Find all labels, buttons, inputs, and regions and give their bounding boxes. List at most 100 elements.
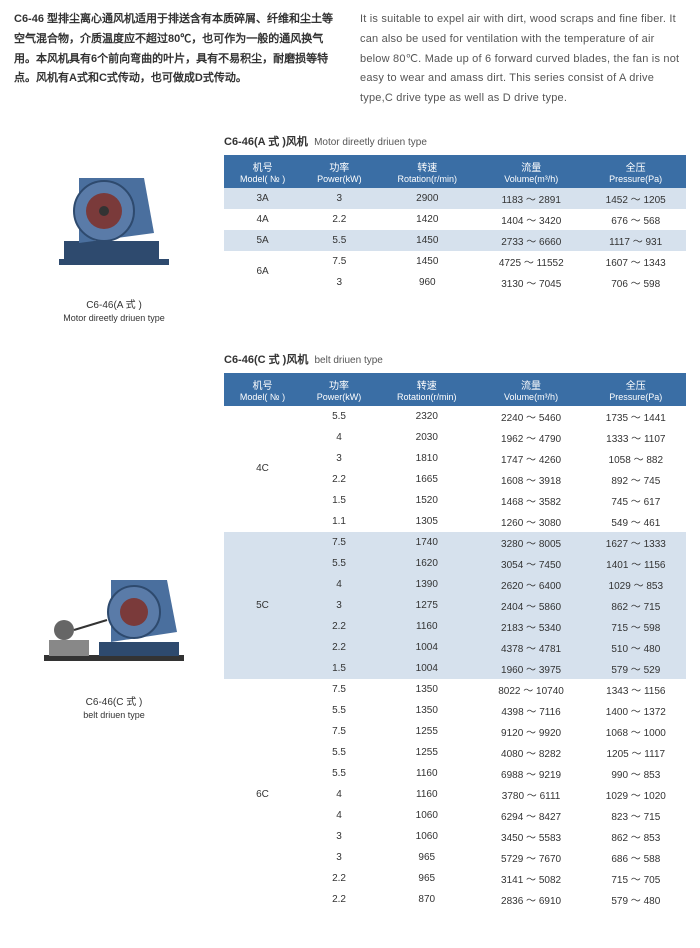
table-a-head: 机号Model( № ) 功率Power(kW) 转速Rotation(r/mi… bbox=[224, 155, 686, 188]
cell-power: 1.5 bbox=[301, 658, 377, 679]
cell-power: 3 bbox=[301, 272, 377, 293]
table-row: 4C5.523202240 ～ 54601735 ～ 1441 bbox=[224, 406, 686, 427]
image-c-title: C6-46(C 式 ) bbox=[14, 693, 214, 708]
cell-pres: 862 ～ 853 bbox=[586, 826, 686, 847]
cell-vol: 1468 ～ 3582 bbox=[477, 490, 586, 511]
cell-pres: 745 ～ 617 bbox=[586, 490, 686, 511]
cell-rot: 1740 bbox=[377, 532, 477, 553]
table-c-title-cn: C6-46(C 式 )风机 bbox=[224, 354, 308, 366]
cell-pres: 686 ～ 588 bbox=[586, 847, 686, 868]
cell-power: 4 bbox=[301, 574, 377, 595]
cell-power: 7.5 bbox=[301, 721, 377, 742]
cell-power: 2.2 bbox=[301, 209, 377, 230]
cell-pres: 1205 ～ 1117 bbox=[586, 742, 686, 763]
th-power: 功率Power(kW) bbox=[301, 373, 377, 406]
cell-pres: 1607 ～ 1343 bbox=[585, 251, 686, 272]
cell-rot: 1665 bbox=[377, 469, 477, 490]
cell-pres: 1735 ～ 1441 bbox=[586, 406, 686, 427]
table-c-title: C6-46(C 式 )风机 belt driuen type bbox=[224, 351, 686, 367]
table-a: 机号Model( № ) 功率Power(kW) 转速Rotation(r/mi… bbox=[224, 155, 686, 293]
cell-rot: 1620 bbox=[377, 553, 477, 574]
table-a-title-en: Motor direetly driuen type bbox=[314, 137, 427, 148]
cell-power: 3 bbox=[301, 826, 377, 847]
cell-rot: 1060 bbox=[377, 805, 477, 826]
cell-pres: 1029 ～ 1020 bbox=[586, 784, 686, 805]
cell-pres: 1401 ～ 1156 bbox=[586, 553, 686, 574]
cell-model: 5A bbox=[224, 230, 301, 251]
cell-vol: 2240 ～ 5460 bbox=[477, 406, 586, 427]
cell-power: 3 bbox=[301, 847, 377, 868]
cell-power: 2.2 bbox=[301, 616, 377, 637]
cell-vol: 1747 ～ 4260 bbox=[477, 448, 586, 469]
table-a-title: C6-46(A 式 )风机 Motor direetly driuen type bbox=[224, 133, 686, 149]
cell-rot: 1390 bbox=[377, 574, 477, 595]
cell-vol: 4378 ～ 4781 bbox=[477, 637, 586, 658]
table-row: 5A5.514502733 ～ 66601117 ～ 931 bbox=[224, 230, 686, 251]
cell-power: 1.1 bbox=[301, 511, 377, 532]
th-model: 机号Model( № ) bbox=[224, 155, 301, 188]
cell-pres: 510 ～ 480 bbox=[586, 637, 686, 658]
cell-model: 5C bbox=[224, 532, 301, 679]
cell-vol: 1608 ～ 3918 bbox=[477, 469, 586, 490]
cell-rot: 960 bbox=[377, 272, 477, 293]
cell-vol: 2733 ～ 6660 bbox=[477, 230, 585, 251]
th-model: 机号Model( № ) bbox=[224, 373, 301, 406]
cell-rot: 965 bbox=[377, 868, 477, 889]
cell-rot: 1004 bbox=[377, 637, 477, 658]
cell-pres: 1452 ～ 1205 bbox=[585, 188, 686, 209]
cell-vol: 1962 ～ 4790 bbox=[477, 427, 586, 448]
cell-rot: 1450 bbox=[377, 251, 477, 272]
cell-pres: 1627 ～ 1333 bbox=[586, 532, 686, 553]
cell-rot: 1420 bbox=[377, 209, 477, 230]
table-a-body: 3A329001183 ～ 28911452 ～ 12054A2.2142014… bbox=[224, 188, 686, 293]
cell-model: 6C bbox=[224, 679, 301, 910]
fan-c-icon bbox=[39, 570, 189, 680]
section-c: C6-46(C 式 ) belt driuen type C6-46(C 式 )… bbox=[14, 351, 686, 910]
table-c-body: 4C5.523202240 ～ 54601735 ～ 1441 4 20301962… bbox=[224, 406, 686, 910]
cell-rot: 1255 bbox=[377, 721, 477, 742]
cell-pres: 1343 ～ 1156 bbox=[586, 679, 686, 700]
cell-pres: 1029 ～ 853 bbox=[586, 574, 686, 595]
cell-rot: 965 bbox=[377, 847, 477, 868]
cell-power: 2.2 bbox=[301, 469, 377, 490]
cell-rot: 1810 bbox=[377, 448, 477, 469]
th-pres: 全压Pressure(Pa) bbox=[585, 155, 686, 188]
cell-vol: 2836 ～ 6910 bbox=[477, 889, 586, 910]
table-c-col: C6-46(C 式 )风机 belt driuen type 机号Model( … bbox=[224, 351, 686, 910]
cell-power: 1.5 bbox=[301, 490, 377, 511]
cell-rot: 1350 bbox=[377, 679, 477, 700]
th-rot: 转速Rotation(r/min) bbox=[377, 373, 477, 406]
cell-vol: 4080 ～ 8282 bbox=[477, 742, 586, 763]
th-rot: 转速Rotation(r/min) bbox=[377, 155, 477, 188]
cell-rot: 1350 bbox=[377, 700, 477, 721]
table-a-title-cn: C6-46(A 式 )风机 bbox=[224, 136, 308, 148]
cell-vol: 3130 ～ 7045 bbox=[477, 272, 585, 293]
intro-block: C6-46 型排尘离心通风机适用于排送含有本质碎屑、纤维和尘土等空气混合物，介质… bbox=[14, 10, 686, 109]
cell-rot: 1004 bbox=[377, 658, 477, 679]
cell-power: 4 bbox=[301, 805, 377, 826]
cell-rot: 2030 bbox=[377, 427, 477, 448]
cell-rot: 1060 bbox=[377, 826, 477, 847]
cell-model: 3A bbox=[224, 188, 301, 209]
th-vol: 流量Volume(m³/h) bbox=[477, 373, 586, 406]
cell-vol: 4725 ～ 11552 bbox=[477, 251, 585, 272]
cell-vol: 9120 ～ 9920 bbox=[477, 721, 586, 742]
cell-vol: 2404 ～ 5860 bbox=[477, 595, 586, 616]
cell-vol: 2620 ～ 6400 bbox=[477, 574, 586, 595]
cell-vol: 8022 ～ 10740 bbox=[477, 679, 586, 700]
cell-pres: 549 ～ 461 bbox=[586, 511, 686, 532]
cell-model: 4C bbox=[224, 406, 301, 532]
cell-power: 5.5 bbox=[301, 230, 377, 251]
cell-power: 2.2 bbox=[301, 868, 377, 889]
cell-vol: 3450 ～ 5583 bbox=[477, 826, 586, 847]
cell-vol: 1183 ～ 2891 bbox=[477, 188, 585, 209]
cell-rot: 1160 bbox=[377, 763, 477, 784]
table-row: 4A2.214201404 ～ 3420676 ～ 568 bbox=[224, 209, 686, 230]
cell-pres: 676 ～ 568 bbox=[585, 209, 686, 230]
cell-pres: 715 ～ 705 bbox=[586, 868, 686, 889]
cell-pres: 1068 ～ 1000 bbox=[586, 721, 686, 742]
cell-vol: 3141 ～ 5082 bbox=[477, 868, 586, 889]
table-row: 6C7.513508022 ～ 107401343 ～ 1156 bbox=[224, 679, 686, 700]
cell-vol: 3780 ～ 6111 bbox=[477, 784, 586, 805]
cell-model: 6A bbox=[224, 251, 301, 293]
